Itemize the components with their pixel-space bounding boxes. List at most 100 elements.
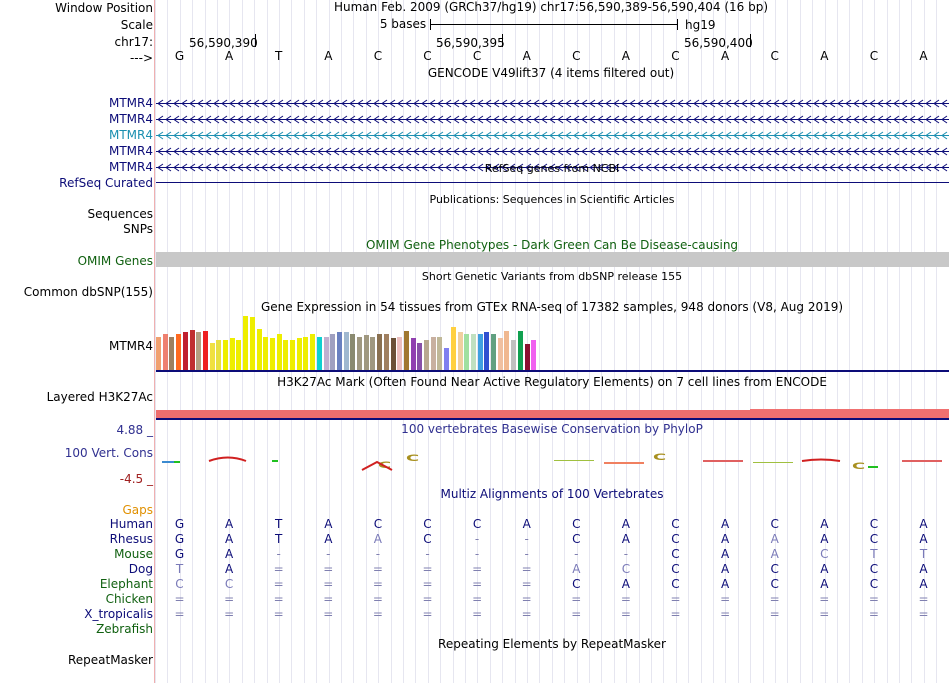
gtex-tissue-bar[interactable] bbox=[169, 337, 175, 370]
gencode-transcript-feature[interactable] bbox=[156, 162, 949, 173]
gtex-tissue-bar[interactable] bbox=[450, 327, 456, 370]
gtex-tissue-bar[interactable] bbox=[229, 338, 235, 370]
gtex-tissue-bar[interactable] bbox=[283, 340, 289, 370]
species-label[interactable]: Dog bbox=[128, 562, 153, 576]
refseq-track-label[interactable]: RefSeq Curated bbox=[59, 176, 153, 190]
gtex-tissue-bar[interactable] bbox=[424, 340, 429, 370]
gtex-tissue-bar[interactable] bbox=[403, 331, 409, 370]
gtex-tissue-bar[interactable] bbox=[263, 337, 269, 370]
gtex-tissue-bar[interactable] bbox=[370, 337, 376, 370]
gtex-tissue-bar[interactable] bbox=[323, 337, 329, 370]
gencode-transcript-label[interactable]: MTMR4 bbox=[108, 112, 153, 126]
gtex-tissue-bar[interactable] bbox=[390, 338, 396, 370]
species-label[interactable]: Rhesus bbox=[109, 532, 153, 546]
gtex-tissue-bar[interactable] bbox=[350, 334, 356, 370]
species-label[interactable]: Mouse bbox=[114, 547, 153, 561]
gtex-tissue-bar[interactable] bbox=[464, 334, 470, 370]
gtex-track-title[interactable]: Gene Expression in 54 tissues from GTEx … bbox=[260, 300, 844, 314]
gtex-tissue-bar[interactable] bbox=[243, 316, 249, 370]
h3k27ac-track-title[interactable]: H3K27Ac Mark (Often Found Near Active Re… bbox=[277, 375, 827, 389]
gtex-tissue-bar[interactable] bbox=[504, 331, 510, 370]
gtex-tissue-bar[interactable] bbox=[491, 334, 496, 370]
gencode-transcript-label[interactable]: MTMR4 bbox=[108, 96, 153, 110]
gtex-tissue-bar[interactable] bbox=[397, 337, 403, 370]
gtex-tissue-bar[interactable] bbox=[236, 340, 242, 370]
species-label[interactable]: Zebrafish bbox=[96, 622, 153, 636]
omim-track-title[interactable]: OMIM Gene Phenotypes - Dark Green Can Be… bbox=[365, 238, 739, 252]
species-label[interactable]: Elephant bbox=[99, 577, 153, 591]
gtex-tissue-bar[interactable] bbox=[330, 334, 336, 370]
h3k27ac-track-label[interactable]: Layered H3K27Ac bbox=[46, 390, 153, 404]
gtex-tissue-bar[interactable] bbox=[511, 340, 517, 370]
h3k27ac-signal-left[interactable] bbox=[156, 410, 750, 418]
publications-track-title[interactable]: Publications: Sequences in Scientific Ar… bbox=[429, 193, 675, 206]
gtex-tissue-bar[interactable] bbox=[377, 334, 383, 370]
gtex-tissue-bar[interactable] bbox=[357, 337, 362, 370]
phylop-track-label[interactable]: 100 Vert. Cons bbox=[64, 446, 153, 460]
phylop-track-title[interactable]: 100 vertebrates Basewise Conservation by… bbox=[401, 422, 703, 436]
gencode-track-title[interactable]: GENCODE V49lift37 (4 items filtered out) bbox=[427, 66, 675, 80]
gtex-tissue-bar[interactable] bbox=[189, 330, 195, 370]
species-label[interactable]: Chicken bbox=[105, 592, 153, 606]
gtex-tissue-bar[interactable] bbox=[276, 334, 282, 370]
omim-gene-feature[interactable] bbox=[156, 252, 949, 267]
publications-sequences-label[interactable]: Sequences bbox=[87, 207, 153, 221]
gtex-tissue-bar[interactable] bbox=[524, 344, 530, 370]
gencode-transcript-feature[interactable] bbox=[156, 130, 949, 141]
gtex-tissue-bar[interactable] bbox=[176, 334, 182, 370]
gtex-track-label[interactable]: MTMR4 bbox=[108, 339, 153, 353]
gtex-tissue-bar[interactable] bbox=[303, 337, 309, 370]
gencode-transcript-label[interactable]: MTMR4 bbox=[108, 160, 153, 174]
gencode-transcript-feature[interactable] bbox=[156, 114, 949, 125]
h3k27ac-signal-right[interactable] bbox=[750, 409, 949, 418]
gtex-tissue-bar[interactable] bbox=[269, 338, 275, 370]
gtex-tissue-bar[interactable] bbox=[202, 331, 208, 370]
dbsnp-track-title[interactable]: Short Genetic Variants from dbSNP releas… bbox=[421, 270, 683, 283]
repeatmasker-track-label[interactable]: RepeatMasker bbox=[67, 653, 153, 667]
gtex-tissue-bar[interactable] bbox=[296, 338, 302, 370]
gencode-transcript-label[interactable]: MTMR4 bbox=[108, 144, 153, 158]
gtex-tissue-bar[interactable] bbox=[484, 332, 490, 370]
refseq-track-title[interactable]: RefSeq genes from NCBI bbox=[484, 162, 620, 175]
gtex-tissue-bar[interactable] bbox=[437, 337, 443, 370]
gtex-tissue-bar[interactable] bbox=[531, 340, 537, 370]
gtex-tissue-bar[interactable] bbox=[196, 332, 202, 370]
repeatmasker-track-title[interactable]: Repeating Elements by RepeatMasker bbox=[438, 637, 666, 651]
phylop-logo[interactable]: C C C C bbox=[156, 450, 950, 475]
gtex-tissue-bar[interactable] bbox=[497, 338, 503, 370]
dbsnp-track-label[interactable]: Common dbSNP(155) bbox=[23, 285, 153, 299]
gencode-transcript-label[interactable]: MTMR4 bbox=[108, 128, 153, 142]
gtex-tissue-bar[interactable] bbox=[410, 338, 416, 370]
gtex-tissue-bar[interactable] bbox=[336, 332, 342, 370]
gtex-tissue-bar[interactable] bbox=[457, 332, 463, 370]
gtex-tissue-bar[interactable] bbox=[162, 334, 168, 370]
species-label[interactable]: X_tropicalis bbox=[84, 607, 153, 621]
gtex-tissue-bar[interactable] bbox=[430, 337, 436, 370]
gtex-tissue-bar[interactable] bbox=[156, 337, 161, 370]
gtex-tissue-bar[interactable] bbox=[209, 343, 215, 370]
gencode-transcript-feature[interactable] bbox=[156, 146, 949, 157]
gtex-tissue-bar[interactable] bbox=[444, 348, 450, 370]
gtex-tissue-bar[interactable] bbox=[417, 343, 423, 370]
gtex-tissue-bar[interactable] bbox=[223, 340, 228, 370]
gtex-tissue-bar[interactable] bbox=[310, 334, 316, 370]
gtex-tissue-bar[interactable] bbox=[343, 332, 349, 370]
omim-track-label[interactable]: OMIM Genes bbox=[77, 254, 153, 268]
gtex-tissue-bar[interactable] bbox=[470, 334, 476, 370]
multiz-track-title[interactable]: Multiz Alignments of 100 Vertebrates bbox=[440, 487, 664, 501]
species-label[interactable]: Human bbox=[109, 517, 153, 531]
gtex-tissue-bar[interactable] bbox=[216, 340, 222, 370]
gtex-tissue-bar[interactable] bbox=[256, 329, 262, 370]
gtex-tissue-bar[interactable] bbox=[477, 334, 483, 370]
gtex-tissue-bar[interactable] bbox=[182, 332, 188, 370]
gtex-tissue-bar[interactable] bbox=[517, 331, 523, 370]
gtex-tissue-bar[interactable] bbox=[316, 337, 322, 370]
gtex-tissue-bar[interactable] bbox=[363, 335, 369, 370]
gtex-tissue-bar[interactable] bbox=[383, 334, 389, 370]
gencode-transcript-feature[interactable] bbox=[156, 98, 949, 109]
publications-snps-label[interactable]: SNPs bbox=[123, 222, 153, 236]
refseq-gene-feature[interactable] bbox=[156, 182, 949, 183]
gtex-tissue-bar[interactable] bbox=[290, 340, 295, 370]
gtex-tissue-bar[interactable] bbox=[249, 317, 255, 370]
